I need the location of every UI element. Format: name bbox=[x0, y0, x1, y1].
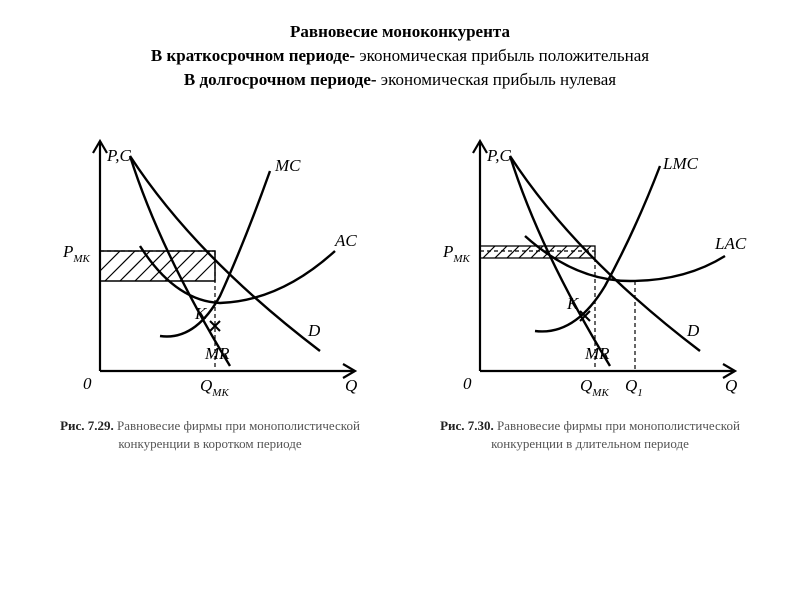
caption-right: Рис. 7.30. Равновесие фирмы при монополи… bbox=[410, 417, 770, 452]
lbl-ac: AC bbox=[334, 231, 357, 250]
lbl-origin: 0 bbox=[83, 374, 92, 393]
lbl-qmk: QМК bbox=[580, 376, 609, 399]
header-block: Равновесие моноконкурента В краткосрочно… bbox=[0, 0, 800, 101]
curve-d bbox=[130, 156, 320, 351]
lbl-qmk: QМК bbox=[200, 376, 229, 399]
lbl-k: K bbox=[194, 304, 208, 323]
lbl-mc: LMC bbox=[662, 154, 699, 173]
lbl-ac: LAC bbox=[714, 234, 747, 253]
header-line-3: В долгосрочном периоде- экономическая пр… bbox=[40, 68, 760, 92]
caption-left-rest: Равновесие фирмы при монополистической к… bbox=[114, 418, 360, 451]
lbl-xaxis: Q bbox=[345, 376, 357, 395]
caption-right-bold: Рис. 7.30. bbox=[440, 418, 494, 433]
lbl-mc: MC bbox=[274, 156, 301, 175]
lbl-yaxis: P,C bbox=[486, 146, 511, 165]
curve-mc bbox=[535, 166, 660, 331]
lbl-mr: MR bbox=[584, 344, 610, 363]
curve-ac bbox=[525, 236, 725, 281]
lbl-q1: Q1 bbox=[625, 376, 643, 399]
lbl-origin: 0 bbox=[463, 374, 472, 393]
line3-bold: В долгосрочном периоде- bbox=[184, 70, 381, 89]
lbl-xaxis: Q bbox=[725, 376, 737, 395]
chart-left-svg: P,C Q 0 PМК QМК MC AC D MR K bbox=[45, 121, 375, 411]
header-line-2: В краткосрочном периоде- экономическая п… bbox=[40, 44, 760, 68]
lbl-d: D bbox=[686, 321, 700, 340]
chart-right-svg: P,C Q 0 PМК QМК Q1 LMC LAC D MR K bbox=[425, 121, 755, 411]
lbl-pmk: PМК bbox=[442, 242, 471, 265]
caption-right-rest: Равновесие фирмы при монополистической к… bbox=[491, 418, 740, 451]
lbl-k: K bbox=[566, 294, 580, 313]
profit-rect bbox=[100, 251, 215, 281]
chart-right-block: P,C Q 0 PМК QМК Q1 LMC LAC D MR K Рис. 7… bbox=[410, 121, 770, 452]
line3-rest: экономическая прибыль нулевая bbox=[381, 70, 616, 89]
line2-rest: экономическая прибыль положительная bbox=[359, 46, 649, 65]
lbl-pmk: PМК bbox=[62, 242, 91, 265]
caption-left: Рис. 7.29. Равновесие фирмы при монополи… bbox=[30, 417, 390, 452]
lbl-mr: MR bbox=[204, 344, 230, 363]
axes bbox=[93, 141, 355, 378]
line2-bold: В краткосрочном периоде- bbox=[151, 46, 359, 65]
lbl-yaxis: P,C bbox=[106, 146, 131, 165]
lbl-d: D bbox=[307, 321, 321, 340]
curve-d bbox=[510, 156, 700, 351]
caption-left-bold: Рис. 7.29. bbox=[60, 418, 114, 433]
chart-left-block: P,C Q 0 PМК QМК MC AC D MR K Рис. 7.29. … bbox=[30, 121, 390, 452]
charts-row: P,C Q 0 PМК QМК MC AC D MR K Рис. 7.29. … bbox=[0, 101, 800, 452]
axes bbox=[473, 141, 735, 378]
header-title: Равновесие моноконкурента bbox=[40, 20, 760, 44]
